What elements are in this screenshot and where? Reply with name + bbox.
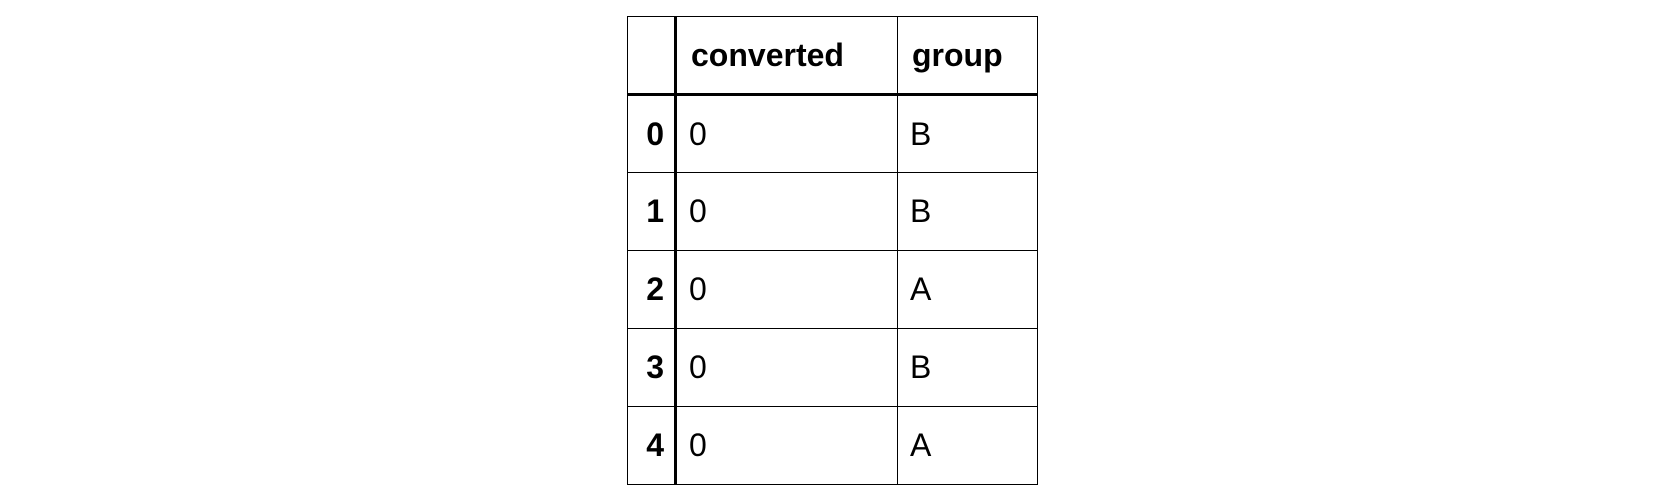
index-header-blank [628, 17, 676, 95]
table-row: 4 0 A [628, 407, 1038, 485]
cell-group: B [898, 95, 1038, 173]
cell-converted: 0 [676, 95, 898, 173]
row-index-cell: 2 [628, 251, 676, 329]
table-row: 3 0 B [628, 329, 1038, 407]
header-row: converted group [628, 17, 1038, 95]
table-row: 2 0 A [628, 251, 1038, 329]
row-index-cell: 1 [628, 173, 676, 251]
row-index-cell: 3 [628, 329, 676, 407]
column-header-converted: converted [676, 17, 898, 95]
cell-converted: 0 [676, 329, 898, 407]
cell-group: A [898, 407, 1038, 485]
cell-converted: 0 [676, 173, 898, 251]
cell-group: B [898, 329, 1038, 407]
dataframe-table-container: converted group 0 0 B 1 0 B 2 0 A 3 0 [627, 16, 1038, 485]
table-row: 0 0 B [628, 95, 1038, 173]
cell-group: A [898, 251, 1038, 329]
row-index-cell: 0 [628, 95, 676, 173]
cell-converted: 0 [676, 407, 898, 485]
cell-converted: 0 [676, 251, 898, 329]
table-body: 0 0 B 1 0 B 2 0 A 3 0 B 4 0 A [628, 95, 1038, 485]
table-row: 1 0 B [628, 173, 1038, 251]
cell-group: B [898, 173, 1038, 251]
dataframe-table: converted group 0 0 B 1 0 B 2 0 A 3 0 [627, 16, 1038, 485]
column-header-group: group [898, 17, 1038, 95]
row-index-cell: 4 [628, 407, 676, 485]
